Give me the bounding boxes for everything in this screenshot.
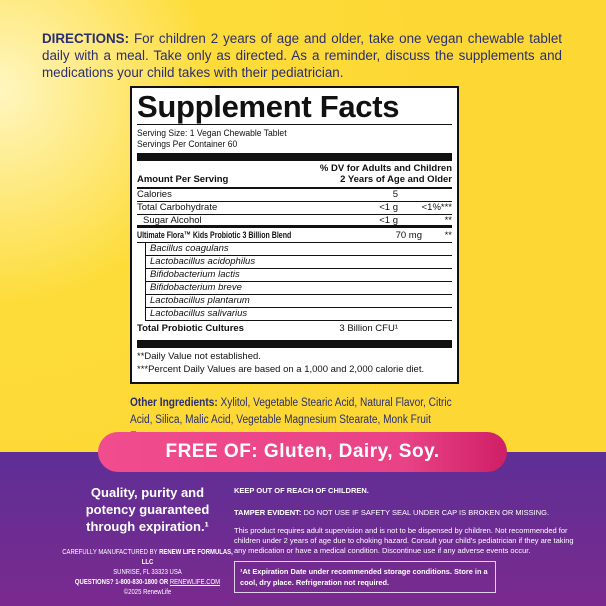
strain-item: Lactobacillus plantarum xyxy=(146,295,452,308)
strain-item: Bifidobacterium lactis xyxy=(146,269,452,282)
quality-guarantee: Quality, purity and potency guaranteed t… xyxy=(85,485,210,534)
facts-row: Ultimate Flora™ Kids Probiotic 3 Billion… xyxy=(137,228,452,243)
dv-header-1: % DV for Adults and Children xyxy=(319,163,452,174)
directions-text: For children 2 years of age and older, t… xyxy=(42,31,562,80)
supervision-warning: This product requires adult supervision … xyxy=(234,526,574,555)
row-name: Calories xyxy=(137,189,172,200)
row-dv: ** xyxy=(444,215,452,226)
free-of-banner: FREE OF: Gluten, Dairy, Soy. xyxy=(98,432,507,472)
row-dv: <1%*** xyxy=(421,202,452,213)
total-name: Total Probiotic Cultures xyxy=(137,323,244,334)
copyright: ©2025 RenewLife xyxy=(123,589,172,596)
strain-item: Lactobacillus acidophilus xyxy=(146,256,452,269)
facts-row: Calories 5 xyxy=(137,189,452,202)
amount-header: Amount Per Serving xyxy=(137,174,229,185)
directions-label: DIRECTIONS: xyxy=(42,31,130,46)
row-name: Total Carbohydrate xyxy=(137,202,218,213)
warnings: KEEP OUT OF REACH OF CHILDREN. TAMPER EV… xyxy=(234,486,582,556)
questions-phone: QUESTIONS? 1-800-830-1800 OR xyxy=(74,579,169,586)
strain-item: Bifidobacterium breve xyxy=(146,282,452,295)
total-amount: 3 Billion CFU¹ xyxy=(339,323,398,334)
row-amount: <1 g xyxy=(379,202,398,213)
facts-row: Total Carbohydrate <1 g <1%*** xyxy=(137,202,452,215)
mfg-name: RENEW LIFE FORMULAS, LLC xyxy=(141,549,233,566)
footnote: ***Percent Daily Values are based on a 1… xyxy=(137,364,425,375)
row-amount: 70 mg xyxy=(395,230,422,241)
supplement-facts-panel: Supplement Facts Serving Size: 1 Vegan C… xyxy=(130,86,459,384)
mfg-address: SUNRISE, FL 33323 USA xyxy=(113,569,182,576)
facts-title: Supplement Facts xyxy=(137,90,452,125)
manufacturer-info: CAREFULLY MANUFACTURED BY RENEW LIFE FOR… xyxy=(56,548,239,598)
divider xyxy=(137,340,452,348)
footnote: **Daily Value not established. xyxy=(137,351,261,362)
purple-background xyxy=(0,452,606,606)
keep-out-warning: KEEP OUT OF REACH OF CHILDREN. xyxy=(234,486,369,495)
row-name: Sugar Alcohol xyxy=(143,215,202,226)
directions: DIRECTIONS: For children 2 years of age … xyxy=(42,30,562,81)
serving-size: Serving Size: 1 Vegan Chewable Tablet xyxy=(137,128,287,139)
mfg-prefix: CAREFULLY MANUFACTURED BY xyxy=(62,549,158,556)
divider xyxy=(137,153,452,161)
row-dv xyxy=(412,189,452,201)
row-name: Ultimate Flora™ Kids Probiotic 3 Billion… xyxy=(137,230,292,241)
strain-item: Lactobacillus salivarius xyxy=(146,308,452,321)
dv-header-2: 2 Years of Age and Older xyxy=(340,174,452,185)
strain-item: Bacillus coagulans xyxy=(146,243,452,256)
servings-per-container: Servings Per Container 60 xyxy=(137,139,238,150)
row-amount: <1 g xyxy=(379,215,398,226)
ingredients-label: Other Ingredients: xyxy=(130,397,218,409)
strain-list: Bacillus coagulans Lactobacillus acidoph… xyxy=(145,243,452,321)
tamper-label: TAMPER EVIDENT: xyxy=(234,508,302,517)
row-amount: 5 xyxy=(392,189,398,200)
website-link[interactable]: RENEWLIFE.COM xyxy=(169,579,221,586)
expiration-note: ¹At Expiration Date under recommended st… xyxy=(234,561,496,593)
row-dv: ** xyxy=(444,230,452,241)
facts-header: Amount Per Serving % DV for Adults and C… xyxy=(137,163,452,189)
tamper-text: DO NOT USE IF SAFETY SEAL UNDER CAP IS B… xyxy=(303,508,550,517)
facts-row: Sugar Alcohol <1 g ** xyxy=(137,215,452,228)
total-row: Total Probiotic Cultures 3 Billion CFU¹ xyxy=(137,321,452,336)
